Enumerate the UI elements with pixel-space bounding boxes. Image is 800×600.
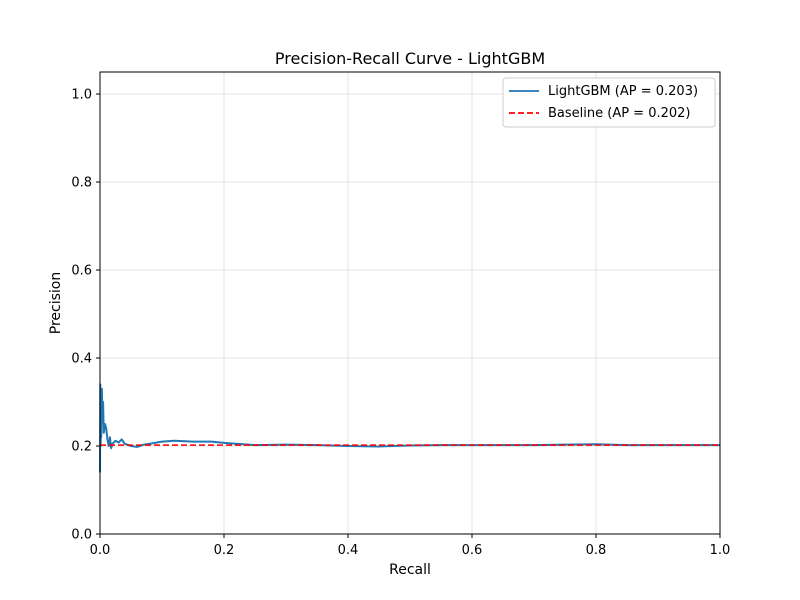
x-tick-label: 0.6 bbox=[462, 543, 483, 558]
y-tick-label: 0.0 bbox=[71, 528, 92, 543]
legend-label-lightgbm: LightGBM (AP = 0.203) bbox=[548, 84, 698, 99]
y-tick-label: 1.0 bbox=[71, 88, 92, 103]
plot-frame bbox=[99, 71, 721, 535]
y-tick-label: 0.8 bbox=[71, 176, 92, 191]
y-axis-label: Precision bbox=[48, 272, 64, 334]
x-axis-label: Recall bbox=[389, 562, 431, 578]
x-tick-label: 0.4 bbox=[338, 543, 359, 558]
ticks: 0.0 0.2 0.4 0.6 0.8 1.0 0.0 0.2 0.4 0.6 0.8 1.0 bbox=[71, 88, 730, 559]
grid bbox=[99, 72, 721, 535]
x-tick-label: 0.2 bbox=[214, 543, 235, 558]
chart-title: Precision-Recall Curve - LightGBM bbox=[275, 49, 545, 68]
y-tick-label: 0.6 bbox=[71, 264, 92, 279]
y-tick-label: 0.4 bbox=[71, 352, 92, 367]
legend: LightGBM (AP = 0.203) Baseline (AP = 0.2… bbox=[502, 77, 716, 128]
legend-box bbox=[502, 77, 716, 128]
x-tick-label: 1.0 bbox=[710, 543, 731, 558]
legend-label-baseline: Baseline (AP = 0.202) bbox=[548, 106, 691, 121]
series-line-lightgbm bbox=[99, 383, 720, 473]
x-tick-label: 0.8 bbox=[586, 543, 607, 558]
y-tick-label: 0.2 bbox=[71, 440, 92, 455]
x-tick-label: 0.0 bbox=[90, 543, 111, 558]
series-group bbox=[99, 383, 720, 473]
